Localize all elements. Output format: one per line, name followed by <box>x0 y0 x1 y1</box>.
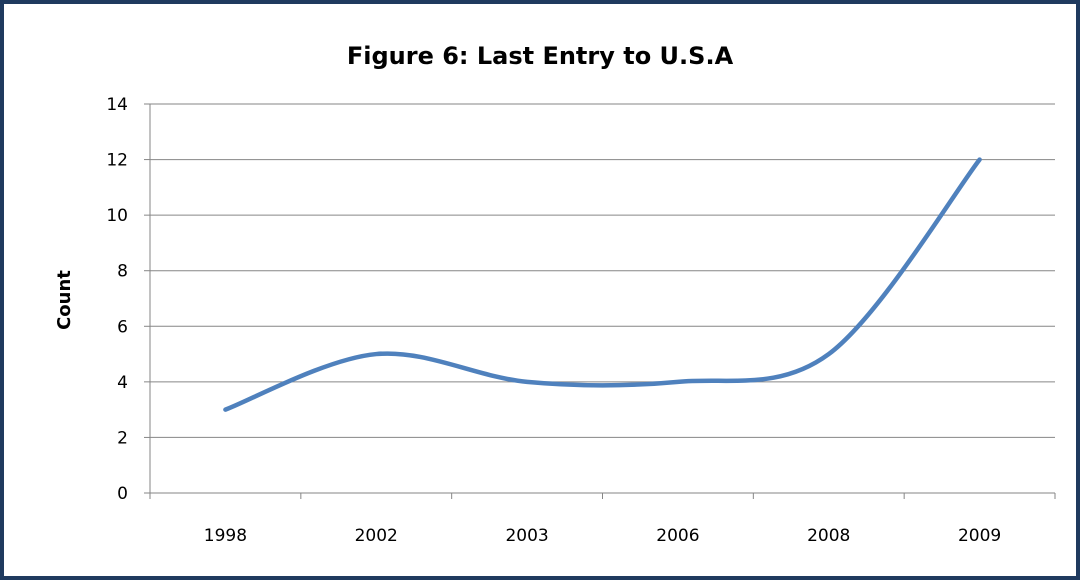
y-tick-label: 14 <box>106 95 128 115</box>
y-tick-label: 4 <box>117 373 128 393</box>
y-tick-labels: 0 2 4 6 8 10 12 14 <box>106 95 128 504</box>
y-tick-label: 2 <box>117 428 128 448</box>
x-tick-label: 1998 <box>204 526 247 546</box>
x-tick-label: 2003 <box>505 526 548 546</box>
x-tick-label: 2006 <box>656 526 699 546</box>
x-tick-labels: 1998 2002 2003 2006 2008 2009 <box>204 526 1001 546</box>
y-tick-label: 0 <box>117 484 128 504</box>
y-tick-label: 6 <box>117 317 128 337</box>
series-lines <box>223 157 982 412</box>
x-tick-label: 2008 <box>807 526 850 546</box>
y-tick-label: 10 <box>106 206 128 226</box>
y-tick-label: 12 <box>106 151 128 171</box>
series-line <box>223 157 982 412</box>
axes <box>144 103 1056 499</box>
chart-title: Figure 6: Last Entry to U.S.A <box>346 42 734 70</box>
y-axis-title: Count <box>54 270 75 330</box>
x-tick-label: 2009 <box>958 526 1001 546</box>
y-tick-label: 8 <box>117 262 128 282</box>
x-tick-label: 2002 <box>355 526 398 546</box>
